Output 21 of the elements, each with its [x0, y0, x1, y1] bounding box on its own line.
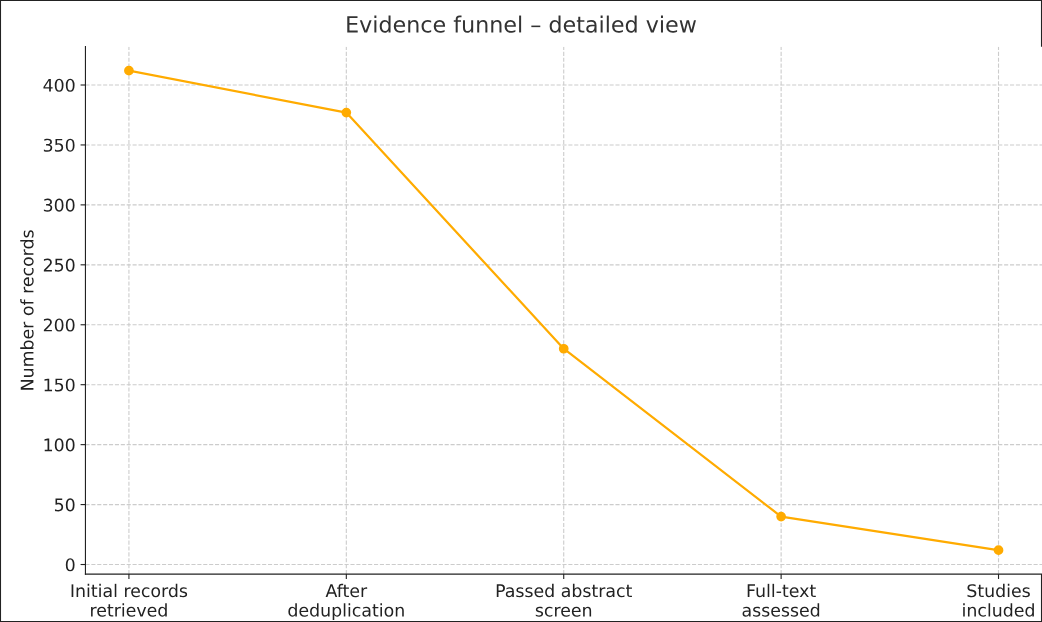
point [558, 343, 569, 354]
point [124, 65, 134, 76]
point [993, 545, 1004, 555]
y-tick-label: 300 [43, 198, 75, 212]
y-tick-label: 250 [43, 258, 75, 272]
y-tick-label: 0 [65, 558, 75, 572]
x-tick-label: Initial records retrieved [71, 583, 188, 617]
x-tick-label: Passed abstract screen [496, 583, 632, 617]
x-tick-label: After deduplication [288, 583, 404, 621]
y-tick-label: 200 [43, 318, 75, 332]
y-tick-label: 150 [44, 378, 75, 392]
y-tick-label: 100 [44, 438, 75, 452]
y-axis-title: Number of records [20, 230, 34, 390]
chart-title: Evidence funnel – detailed view [347, 15, 696, 33]
point [776, 511, 786, 522]
x-tick-label: Full-text assessed [742, 583, 820, 617]
y-tick-label: 400 [43, 78, 75, 92]
y-tick-label: 350 [43, 138, 75, 152]
point [341, 107, 352, 118]
x-tick-label: Studies included [963, 583, 1034, 617]
y-tick-label: 50 [54, 498, 75, 512]
